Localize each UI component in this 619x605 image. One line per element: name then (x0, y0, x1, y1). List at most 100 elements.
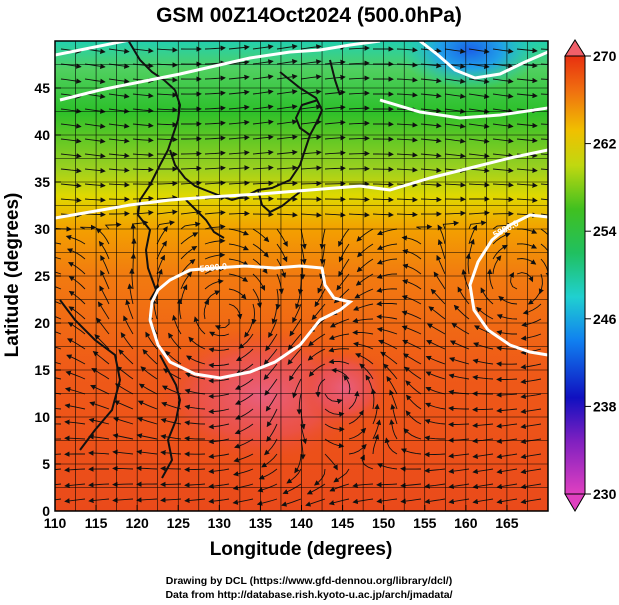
streamline-arrow (276, 44, 298, 50)
streamline-arrow (437, 239, 446, 260)
streamline-arrow (324, 135, 346, 141)
streamline-arrow (376, 463, 398, 470)
streamline-arrow (132, 137, 154, 143)
streamline-arrow (520, 408, 542, 415)
streamline-arrow (390, 403, 398, 425)
y-tick-label: 0 (42, 503, 50, 519)
streamline-arrow (137, 400, 158, 410)
streamline-arrow (492, 48, 514, 54)
streamline-arrow (276, 89, 298, 95)
streamline-arrow (378, 339, 398, 350)
streamline-arrow (160, 481, 182, 488)
streamline-arrow (97, 301, 110, 320)
streamline-arrow (329, 483, 350, 492)
streamline-arrow (420, 152, 442, 159)
streamline-arrow (184, 482, 206, 488)
streamline-arrow (324, 165, 346, 171)
streamline-arrow (100, 255, 110, 275)
streamline-arrow (540, 228, 548, 236)
streamline-arrow (472, 498, 494, 505)
streamline-arrow (396, 92, 418, 98)
x-axis-ticks: 110 115 120 125 130 135 140 145 150 155 160 165 (44, 505, 519, 531)
streamline-arrow (437, 224, 446, 245)
streamline-arrow (116, 366, 134, 380)
streamline-arrow (468, 210, 490, 216)
streamline-arrow (376, 300, 398, 307)
streamline-arrow (60, 78, 82, 84)
streamline-arrow (228, 150, 250, 156)
streamline-arrow (252, 134, 274, 141)
streamline-arrow (276, 228, 288, 247)
streamline-arrow (180, 232, 199, 245)
streamline-arrow (396, 197, 418, 203)
streamline-arrow (264, 438, 278, 456)
streamline-arrow (444, 153, 466, 159)
streamline-arrow (232, 498, 254, 505)
streamline-arrow (353, 341, 374, 350)
streamline-arrow (287, 348, 302, 366)
colorbar-top-arrow (564, 39, 586, 57)
streamline-arrow (104, 222, 122, 230)
streamline-arrow (180, 150, 202, 157)
streamline-arrow (160, 434, 182, 440)
streamline-arrow (348, 120, 370, 126)
streamline-arrow (96, 317, 110, 335)
colorbar-tick-label: 270 (593, 48, 617, 64)
colorbar: 270 262 254 246 238 230 (564, 39, 617, 512)
streamline-arrow (468, 138, 490, 144)
streamline-arrow (180, 259, 196, 275)
streamline-arrow (55, 483, 62, 486)
streamline-arrow (468, 78, 490, 84)
streamline-arrow (444, 182, 466, 188)
streamline-arrow (132, 92, 154, 99)
streamline-arrow (324, 438, 345, 449)
streamline-arrow (300, 44, 322, 50)
streamline-arrow (203, 299, 210, 320)
streamline-arrow (276, 149, 298, 156)
streamline-arrow (319, 243, 326, 265)
streamline-arrow (64, 435, 86, 441)
streamline-arrow (55, 286, 62, 290)
streamline-arrow (540, 183, 548, 186)
streamline-arrow (389, 419, 398, 440)
streamline-arrow (372, 403, 380, 425)
streamline-arrow (444, 123, 466, 129)
streamline-arrow (465, 253, 472, 275)
streamline-arrow (444, 138, 466, 144)
streamline-arrow (184, 466, 206, 473)
streamline-arrow (214, 318, 230, 331)
streamline-arrow (540, 78, 548, 80)
streamline-arrow (428, 306, 446, 320)
streamline-arrow (136, 449, 158, 455)
streamline-arrow (468, 220, 487, 230)
x-tick-label: 115 (85, 515, 108, 531)
streamline-arrow (89, 401, 110, 410)
contour-5880 (148, 213, 548, 380)
streamline-arrow (263, 363, 278, 380)
streamline-arrow (420, 167, 442, 174)
x-tick-label: 125 (167, 515, 191, 531)
x-tick-label: 150 (372, 515, 396, 531)
x-tick-label: 135 (249, 515, 273, 531)
streamline-arrow (156, 136, 178, 143)
streamline-arrow (261, 453, 278, 468)
streamline-arrow (420, 196, 442, 203)
streamline-arrow (472, 422, 494, 429)
streamline-arrow (204, 150, 226, 156)
streamline-arrow (402, 279, 422, 290)
streamline-arrow (204, 90, 226, 96)
streamline-arrow (402, 339, 422, 350)
streamline-arrow (540, 138, 548, 140)
streamline-arrow (238, 333, 254, 349)
streamline-arrow (382, 363, 398, 380)
streamline-arrow (348, 409, 364, 425)
streamline-arrow (516, 47, 538, 54)
streamline-arrow (252, 149, 274, 156)
streamline-arrow (64, 419, 86, 425)
streamline-arrow (492, 255, 502, 275)
streamline-arrow (84, 167, 106, 174)
streamline-arrow (348, 443, 367, 455)
streamline-arrow (300, 180, 322, 187)
streamline-arrow (60, 182, 82, 189)
streamline-arrow (68, 262, 86, 275)
